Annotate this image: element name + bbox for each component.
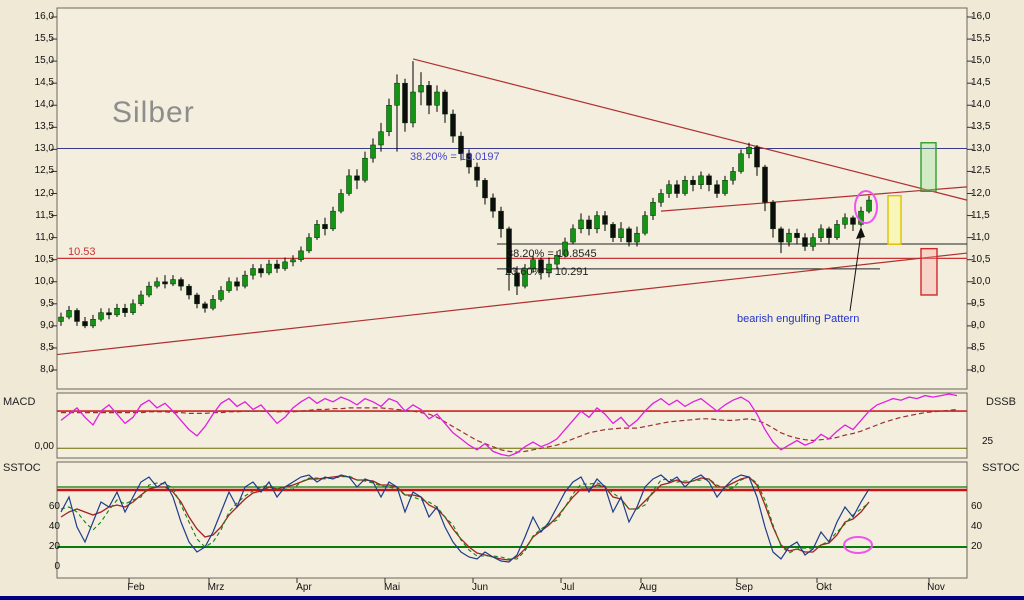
sstoc-panel-label-right: SSTOC <box>982 462 1020 474</box>
price-tick-left: 13,0 <box>34 143 54 155</box>
fib-label-1085: 38.20% = 10.8545 <box>507 248 597 260</box>
month-label: Aug <box>639 582 657 593</box>
macd-zero-label: 0,00 <box>34 441 54 452</box>
sstoc-tick-right: 20 <box>971 541 983 552</box>
price-tick-left: 13,5 <box>34 121 54 133</box>
price-tick-left: 15,5 <box>34 33 54 45</box>
dssb-panel-label: DSSB <box>986 396 1016 408</box>
instrument-title: Silber <box>112 96 195 129</box>
sstoc-tick-left: 0 <box>54 561 60 572</box>
sstoc-tick-left: 40 <box>48 521 60 532</box>
price-tick-right: 9,5 <box>971 297 985 309</box>
sstoc-panel-label-left: SSTOC <box>3 462 41 474</box>
sstoc-tick-right: 60 <box>971 501 983 512</box>
macd-panel-label: MACD <box>3 396 36 408</box>
month-label: Jun <box>471 582 489 593</box>
price-tick-right: 10,5 <box>971 253 991 265</box>
price-tick-left: 9,0 <box>40 319 54 331</box>
price-tick-right: 8,0 <box>971 364 985 375</box>
price-tick-right: 16,0 <box>971 11 991 22</box>
price-tick-right: 11,0 <box>971 231 990 243</box>
month-label: Feb <box>127 582 145 593</box>
price-tick-right: 12,5 <box>971 165 991 177</box>
price-tick-right: 11,5 <box>971 209 990 221</box>
price-tick-left: 11,5 <box>35 209 54 221</box>
price-tick-right: 13,5 <box>971 121 991 133</box>
fib-label-13: 38.20% = 13.0197 <box>410 151 500 163</box>
level-label-1053: 10.53 <box>68 246 96 258</box>
price-tick-right: 12,0 <box>971 187 991 199</box>
price-tick-right: 14,5 <box>971 77 991 89</box>
price-tick-left: 12,5 <box>34 165 54 177</box>
month-label: Mrz <box>207 582 225 593</box>
month-label: Apr <box>296 582 312 593</box>
sstoc-tick-left: 60 <box>48 501 60 512</box>
price-tick-left: 8,5 <box>40 341 54 353</box>
price-tick-right: 15,5 <box>971 33 991 45</box>
price-tick-left: 8,0 <box>40 364 54 375</box>
price-tick-left: 16,0 <box>34 11 54 22</box>
bearish-engulfing-annotation: bearish engulfing Pattern <box>737 313 860 325</box>
sstoc-tick-right: 40 <box>971 521 983 532</box>
fib-label-1029: 23.60% = 10.291 <box>505 266 589 278</box>
month-label: Jul <box>561 582 575 593</box>
month-label: Okt <box>816 582 832 593</box>
bottom-strip <box>0 596 1024 600</box>
month-label: Nov <box>927 582 945 593</box>
price-tick-left: 10,5 <box>34 253 54 265</box>
price-tick-right: 9,0 <box>971 319 985 331</box>
month-label: Sep <box>735 582 753 593</box>
price-tick-right: 13,0 <box>971 143 991 155</box>
price-tick-left: 11,0 <box>35 231 54 243</box>
price-tick-right: 8,5 <box>971 341 985 353</box>
price-tick-right: 14,0 <box>971 99 991 111</box>
price-tick-left: 15,0 <box>34 55 54 67</box>
price-tick-left: 10,0 <box>34 275 54 287</box>
month-label: Mai <box>383 582 401 593</box>
price-tick-left: 14,5 <box>34 77 54 89</box>
price-tick-right: 15,0 <box>971 55 991 67</box>
price-tick-left: 9,5 <box>40 297 54 309</box>
price-tick-left: 14,0 <box>34 99 54 111</box>
price-tick-left: 12,0 <box>34 187 54 199</box>
price-tick-right: 10,0 <box>971 275 991 287</box>
dssb-25-label: 25 <box>982 436 994 447</box>
sstoc-tick-left: 20 <box>48 541 60 552</box>
